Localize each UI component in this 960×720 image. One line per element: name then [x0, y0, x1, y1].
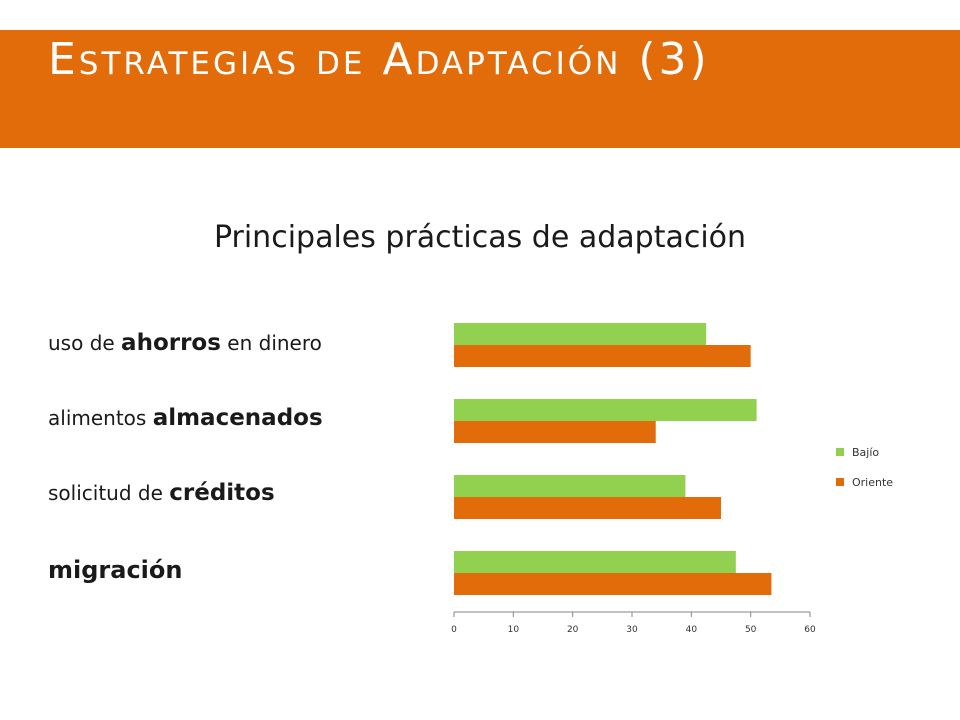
label-pre: uso de	[48, 331, 122, 355]
category-label-migracion: migración	[48, 556, 182, 584]
chart-subtitle: Principales prácticas de adaptación	[213, 220, 747, 255]
x-tick-label: 60	[804, 625, 816, 635]
bar-oriente-1	[454, 345, 751, 367]
label-bold: migración	[48, 556, 183, 584]
x-tick-label: 50	[745, 625, 757, 635]
legend-label: Oriente	[852, 476, 893, 489]
label-bold: almacenados	[152, 405, 323, 431]
bar-baj-o-4	[454, 551, 736, 573]
category-label-creditos: solicitud de créditos	[48, 480, 275, 506]
legend-label: Bajío	[852, 446, 879, 459]
bar-oriente-2	[454, 421, 656, 443]
label-bold: ahorros	[121, 330, 221, 356]
label-pre: alimentos	[48, 406, 153, 430]
title-bar	[0, 30, 960, 148]
x-tick-label: 0	[451, 625, 457, 635]
bar-baj-o-2	[454, 399, 757, 421]
slide-title: Estrategias de Adaptación (3)	[48, 34, 710, 85]
x-tick-label: 10	[508, 625, 520, 635]
legend-swatch	[836, 478, 844, 486]
bar-oriente-4	[454, 573, 772, 595]
category-label-almacenados: alimentos almacenados	[48, 405, 323, 431]
label-post: en dinero	[220, 331, 322, 355]
bar-oriente-3	[454, 497, 721, 519]
x-tick-label: 20	[567, 625, 579, 635]
x-tick-label: 30	[626, 625, 638, 635]
x-tick-label: 40	[686, 625, 698, 635]
label-pre: solicitud de	[48, 481, 170, 505]
bar-baj-o-3	[454, 475, 686, 497]
category-label-ahorros: uso de ahorros en dinero	[48, 330, 322, 356]
label-bold: créditos	[169, 480, 275, 506]
legend-swatch	[836, 448, 844, 456]
bar-baj-o-1	[454, 323, 707, 345]
